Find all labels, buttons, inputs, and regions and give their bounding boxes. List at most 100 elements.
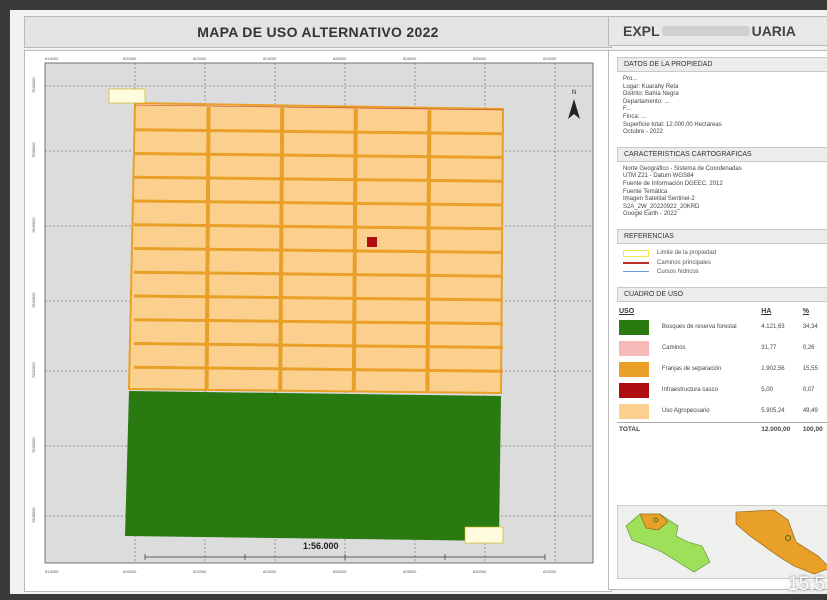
coord-bottom-5: 828000 (403, 569, 417, 574)
row-pct: 34,34 (802, 324, 818, 331)
col-pct: % (802, 307, 810, 315)
separation-strip-horizontal (133, 318, 504, 326)
uso-table: USO HA % Bosques de reserva forestal 4.1… (617, 306, 827, 436)
separation-strip-horizontal (133, 175, 504, 183)
separation-strip-horizontal (133, 152, 504, 159)
row-label: Franjas de separación (661, 366, 722, 373)
ref-label: Caminos principales (657, 259, 712, 266)
datos-line: F... (623, 106, 632, 113)
separation-strip-horizontal (133, 342, 504, 349)
carto-line: Fuente Temática (623, 188, 668, 195)
table-row: Franjas de separación 1.902,56 15,55 (617, 359, 827, 380)
ref-item: Caminos principales (623, 260, 827, 266)
separation-strip-horizontal (133, 294, 504, 302)
row-label: Infraestructura casco (661, 387, 718, 394)
coord-left-5: 7830000 (31, 437, 36, 453)
map-title: MAPA DE USO ALTERNATIVO 2022 (24, 16, 612, 48)
table-row: Caminos 31,77 0,26 (617, 338, 827, 359)
separation-strip-horizontal (133, 247, 504, 254)
agro-swatch (619, 403, 649, 419)
uso-header-row: USO HA % (617, 306, 827, 317)
total-label: TOTAL (617, 421, 660, 436)
table-row: Uso Agropecuario 5.905,24 49,49 (617, 401, 827, 423)
total-spacer (659, 421, 760, 436)
zoomed-location-dot-icon (785, 535, 791, 541)
row-pct: 0,07 (802, 387, 815, 394)
sidebar-title-right: UARIA (751, 23, 796, 39)
coord-bottom-3: 824000 (263, 569, 277, 574)
forest-swatch (619, 319, 649, 335)
coord-left-2: 7836000 (31, 217, 36, 233)
coord-top-4: 826000 (333, 56, 347, 61)
cuadro-heading: CUADRO DE USO (617, 286, 827, 302)
location-dot-icon (653, 517, 659, 523)
row-ha: 5.905,24 (761, 408, 785, 415)
map-svg: N 814000 820000 822000 824000 826000 828… (31, 56, 594, 574)
coord-top-5: 828000 (403, 56, 417, 61)
coord-left-1: 7838000 (31, 142, 36, 158)
row-ha: 5,00 (761, 387, 773, 394)
road-swatch (623, 261, 649, 264)
water-swatch (623, 271, 649, 273)
cartografia-heading: CARACTERISTICAS CARTOGRAFICAS (617, 146, 827, 162)
infra-swatch (619, 382, 649, 398)
coordinate-labels: 814000 820000 822000 824000 826000 82800… (31, 56, 557, 574)
carto-line: Google Earth - 2022 (623, 211, 678, 218)
table-row: Infraestructura casco 5,00 0,07 (617, 380, 827, 401)
agricultural-area (127, 101, 505, 395)
sidebar-panel: DATOS DE LA PROPIEDAD Pro... Lugar: Kuar… (608, 50, 827, 590)
separation-strip-horizontal (133, 270, 504, 278)
location-inset-map (617, 505, 827, 579)
coord-bottom-6: 830000 (473, 569, 487, 574)
row-ha: 4.121,63 (761, 324, 785, 331)
datos-line: Lugar: Kuarahy Reta (623, 83, 679, 90)
coord-left-6: 7828000 (31, 507, 36, 523)
row-ha: 31,77 (761, 345, 777, 352)
map-frame: N 814000 820000 822000 824000 826000 828… (24, 50, 612, 592)
north-label: N (572, 90, 576, 96)
datos-line: Pro... (623, 76, 638, 82)
datos-line: Superficie total: 12.000,00 Hectáreas (623, 121, 722, 128)
coord-top-3: 824000 (263, 56, 277, 61)
sidebar-title: EXPL UARIA (608, 16, 827, 46)
strips-swatch (619, 361, 649, 377)
carto-line: S2A_2W_20220922_20KRD (623, 203, 700, 210)
scale-label: 1:56.000 (303, 541, 339, 551)
coord-bottom-7: 832000 (543, 569, 557, 574)
row-ha: 1.902,56 (761, 366, 785, 373)
coord-top-0: 814000 (45, 56, 59, 61)
separation-strip-horizontal (133, 199, 504, 207)
redaction-mark (661, 26, 750, 36)
coord-bottom-4: 826000 (333, 569, 347, 574)
row-pct: 49,49 (802, 408, 818, 415)
datos-line: Finca: ... (623, 113, 647, 120)
carto-line: Imagen Satelital Sentinel-2 (623, 196, 695, 203)
inset-svg (618, 506, 827, 578)
corner-label-box-nw (108, 88, 146, 104)
col-uso: USO (619, 307, 635, 315)
separation-strip-horizontal (133, 128, 504, 136)
ref-item: Cursos hídricos (623, 269, 827, 275)
referencias-heading: REFERENCIAS (617, 228, 827, 244)
col-ha: HA (761, 307, 772, 315)
carto-line: Fuente de Información DGEEC, 2012 (623, 180, 723, 187)
sidebar-title-left: EXPL (623, 23, 660, 39)
col-label-spacer (660, 306, 759, 317)
coord-left-3: 7834000 (31, 292, 36, 308)
coord-top-7: 832000 (543, 56, 557, 61)
coord-bottom-0: 814000 (45, 569, 59, 574)
row-label: Bosques de reserva forestal (661, 324, 737, 331)
north-arrow-icon: N (568, 90, 580, 119)
coord-top-6: 830000 (473, 56, 487, 61)
ref-label: Cursos hídricos (657, 268, 699, 275)
total-row: TOTAL 12.000,00 100,00 (617, 421, 827, 436)
infrastructure-marker (367, 237, 377, 247)
corner-label-box-se (464, 526, 504, 544)
table-row: Bosques de reserva forestal 4.121,63 34,… (617, 317, 827, 338)
coord-bottom-2: 822000 (193, 569, 207, 574)
row-pct: 0,26 (802, 345, 815, 352)
department-highlight (639, 513, 669, 531)
datos-line: Departamento: ... (623, 98, 670, 105)
scale-bar (144, 554, 546, 560)
ref-item: Limite de la propiedad (623, 249, 827, 257)
